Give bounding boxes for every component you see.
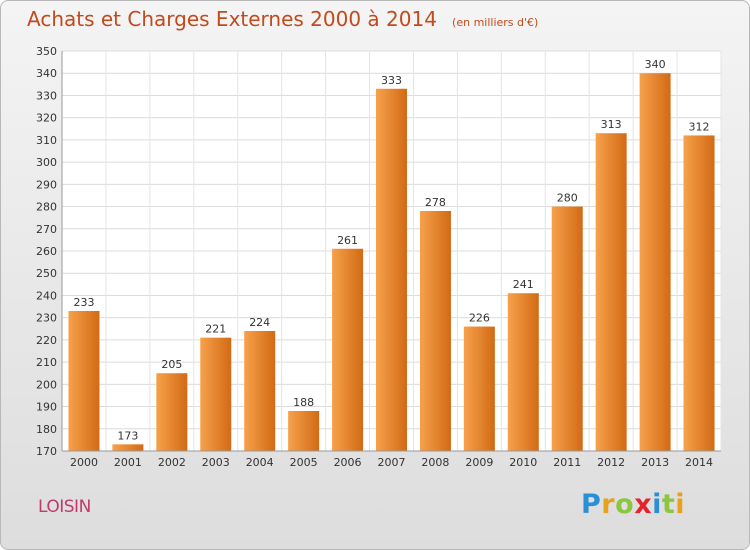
data-label: 340 bbox=[645, 58, 666, 71]
y-tick-label: 330 bbox=[36, 89, 57, 102]
axes bbox=[61, 51, 721, 452]
bar bbox=[68, 311, 100, 451]
data-label: 333 bbox=[381, 74, 402, 87]
y-tick-label: 270 bbox=[36, 223, 57, 236]
data-label: 241 bbox=[513, 278, 534, 291]
x-tick-label: 2013 bbox=[641, 456, 669, 469]
bar bbox=[463, 326, 495, 451]
bars bbox=[68, 73, 715, 452]
logo-letter: t bbox=[661, 489, 676, 520]
bar bbox=[156, 373, 188, 451]
x-tick-label: 2004 bbox=[246, 456, 274, 469]
data-label: 312 bbox=[689, 120, 710, 133]
bar bbox=[200, 337, 232, 451]
logo-letter: i bbox=[652, 489, 662, 520]
y-tick-label: 290 bbox=[36, 178, 57, 191]
bar bbox=[551, 206, 583, 451]
y-tick-label: 350 bbox=[36, 45, 57, 58]
data-label: 280 bbox=[557, 192, 578, 205]
y-tick-label: 250 bbox=[36, 267, 57, 280]
x-tick-label: 2014 bbox=[685, 456, 713, 469]
x-tick-label: 2007 bbox=[378, 456, 406, 469]
logo-letter: P bbox=[581, 489, 602, 520]
y-tick-label: 230 bbox=[36, 312, 57, 325]
bar bbox=[332, 248, 364, 451]
bar bbox=[639, 73, 671, 451]
bar bbox=[244, 331, 276, 451]
x-tick-label: 2011 bbox=[553, 456, 581, 469]
data-label: 221 bbox=[205, 323, 226, 336]
data-label: 233 bbox=[73, 296, 94, 309]
bar bbox=[595, 133, 627, 451]
y-tick-label: 260 bbox=[36, 245, 57, 258]
x-tick-label: 2002 bbox=[158, 456, 186, 469]
data-label: 205 bbox=[161, 358, 182, 371]
y-tick-label: 300 bbox=[36, 156, 57, 169]
x-tick-label: 2010 bbox=[509, 456, 537, 469]
commune-name: LOISIN bbox=[38, 497, 91, 517]
data-label: 261 bbox=[337, 234, 358, 247]
logo-letter: i bbox=[675, 489, 686, 520]
chart-title: Achats et Charges Externes 2000 à 2014 bbox=[27, 7, 437, 31]
y-tick-label: 340 bbox=[36, 67, 57, 80]
y-tick-label: 320 bbox=[36, 112, 57, 125]
y-tick-label: 200 bbox=[36, 378, 57, 391]
y-tick-label: 240 bbox=[36, 289, 57, 302]
logo-letter: r bbox=[601, 489, 616, 520]
y-tick-label: 210 bbox=[36, 356, 57, 369]
data-label: 188 bbox=[293, 396, 314, 409]
logo-letter: o bbox=[615, 489, 635, 520]
x-tick-labels: 2000 2001 2002 2003 2004 2005 2006 2007 2008 2009… bbox=[70, 456, 713, 469]
x-tick-label: 2006 bbox=[334, 456, 362, 469]
bar bbox=[288, 411, 320, 451]
x-tick-label: 2001 bbox=[114, 456, 142, 469]
proxiti-logo: Proxiti bbox=[581, 489, 685, 520]
x-tick-label: 2003 bbox=[202, 456, 230, 469]
y-tick-label: 180 bbox=[36, 423, 57, 436]
x-tick-label: 2000 bbox=[70, 456, 98, 469]
y-tick-label: 310 bbox=[36, 134, 57, 147]
bar bbox=[112, 444, 144, 451]
logo-letter: x bbox=[634, 489, 653, 520]
bar bbox=[507, 293, 539, 451]
data-label: 278 bbox=[425, 196, 446, 209]
chart-subtitle: (en milliers d'€) bbox=[452, 16, 539, 29]
title-row: Achats et Charges Externes 2000 à 2014 (… bbox=[27, 7, 538, 31]
data-label: 173 bbox=[117, 429, 138, 442]
bar bbox=[683, 135, 715, 451]
y-tick-label: 220 bbox=[36, 334, 57, 347]
y-tick-labels: 170 180 190 200 210 220 230 240 250 260 270 280 290 3… bbox=[36, 45, 57, 458]
x-tick-label: 2008 bbox=[421, 456, 449, 469]
data-labels: 233 173 205 221 224 188 261 333 278 226 241 280 313 3… bbox=[73, 58, 709, 442]
bar bbox=[419, 211, 451, 451]
y-tick-label: 170 bbox=[36, 445, 57, 458]
bar bbox=[376, 88, 407, 452]
data-label: 313 bbox=[601, 118, 622, 131]
data-label: 224 bbox=[249, 316, 270, 329]
x-tick-label: 2005 bbox=[290, 456, 318, 469]
x-tick-label: 2012 bbox=[597, 456, 625, 469]
x-tick-label: 2009 bbox=[465, 456, 493, 469]
data-label: 226 bbox=[469, 312, 490, 325]
y-tick-label: 190 bbox=[36, 401, 57, 414]
y-tick-label: 280 bbox=[36, 201, 57, 214]
